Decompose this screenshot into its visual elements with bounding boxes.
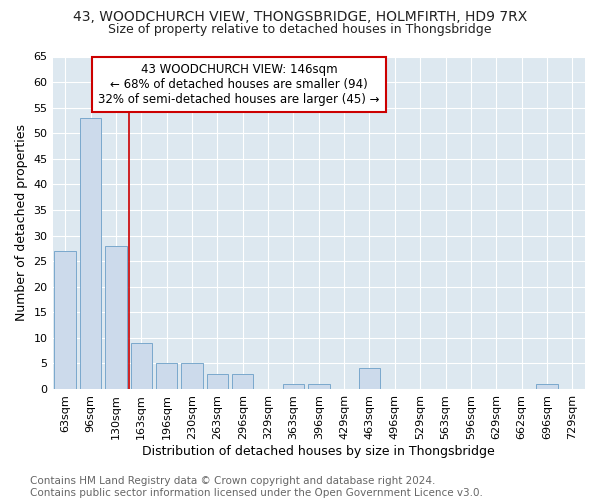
Text: Size of property relative to detached houses in Thongsbridge: Size of property relative to detached ho… [108,22,492,36]
Bar [206,374,228,389]
X-axis label: Distribution of detached houses by size in Thongsbridge: Distribution of detached houses by size … [142,444,495,458]
Text: 43 WOODCHURCH VIEW: 146sqm
← 68% of detached houses are smaller (94)
32% of semi: 43 WOODCHURCH VIEW: 146sqm ← 68% of deta… [98,63,380,106]
Bar [131,343,152,389]
Y-axis label: Number of detached properties: Number of detached properties [15,124,28,321]
Bar [536,384,558,389]
Bar [80,118,101,389]
Bar [55,251,76,389]
Bar [181,364,203,389]
Bar [308,384,329,389]
Bar [156,364,178,389]
Text: 43, WOODCHURCH VIEW, THONGSBRIDGE, HOLMFIRTH, HD9 7RX: 43, WOODCHURCH VIEW, THONGSBRIDGE, HOLMF… [73,10,527,24]
Bar [105,246,127,389]
Text: Contains HM Land Registry data © Crown copyright and database right 2024.
Contai: Contains HM Land Registry data © Crown c… [30,476,483,498]
Bar [359,368,380,389]
Bar [232,374,253,389]
Bar [283,384,304,389]
